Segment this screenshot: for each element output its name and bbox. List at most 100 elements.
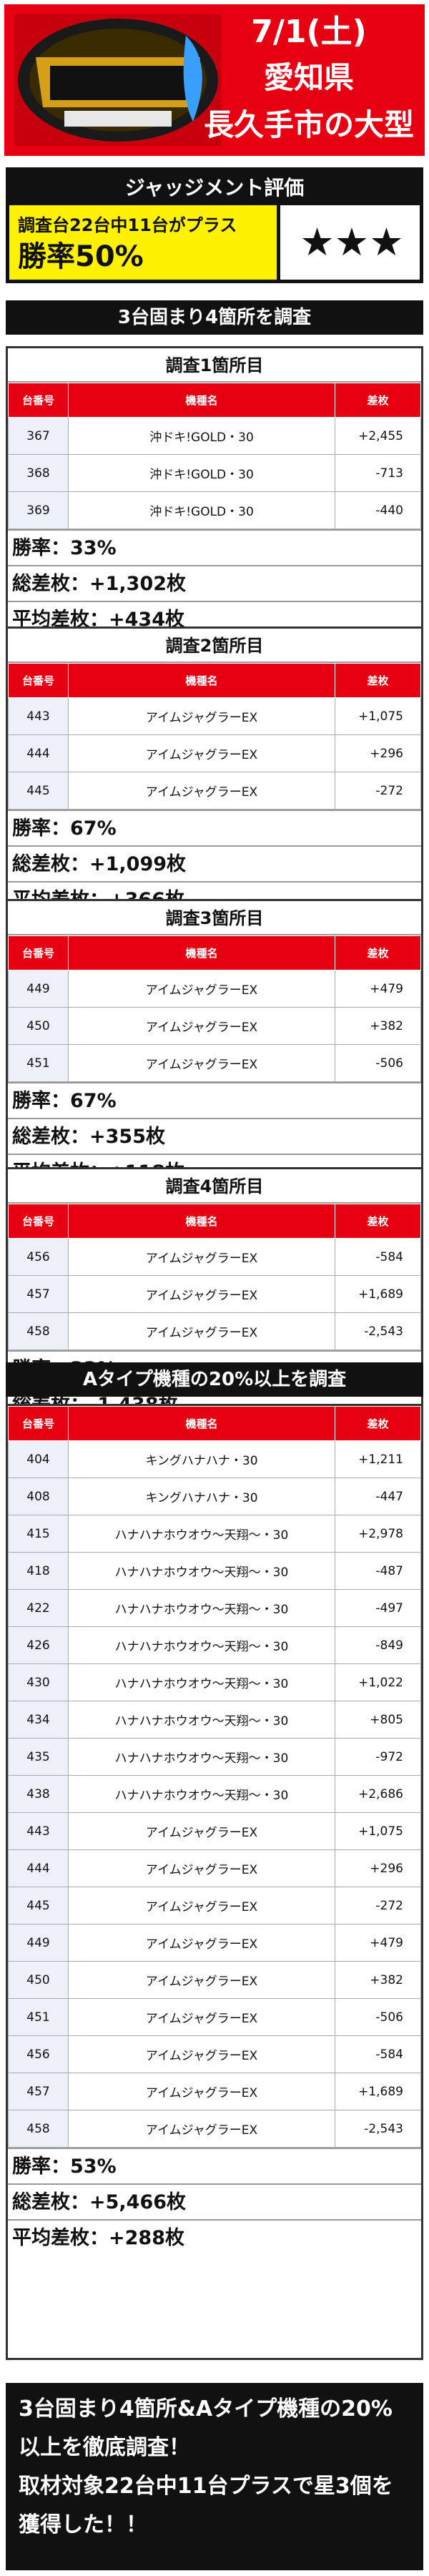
footer-line: 以上を徹底調査！ — [19, 2435, 190, 2460]
table-row: 450 アイムジャグラーEX +382 — [8, 1961, 421, 1999]
table-row: 457 アイムジャグラーEX +1,689 — [8, 1275, 421, 1313]
machine-name-cell: アイムジャグラーEX — [68, 1887, 335, 1924]
machine-name-cell: キングハナハナ・30 — [68, 1440, 335, 1478]
table-row: 426 ハナハナホウオウ～天翔～・30 -849 — [8, 1626, 421, 1664]
diff-cell: -272 — [335, 1887, 421, 1924]
machine-number-cell: 434 — [8, 1701, 69, 1739]
machine-name-cell: キングハナハナ・30 — [68, 1478, 335, 1515]
machine-name-cell: 沖ドキ!GOLD・30 — [68, 491, 335, 529]
footer-summary: 3台固まり4箇所&Aタイプ機種の20% 以上を徹底調査！ 取材対象22台中11台… — [6, 2383, 423, 2570]
table-row: 451 アイムジャグラーEX -506 — [8, 1998, 421, 2036]
section-table: 台番号 機種名 差枚 443 アイムジャグラーEX +1,075 444 アイムジャグラーEX… — [8, 663, 421, 810]
table-row: 415 ハナハナホウオウ～天翔～・30 +2,978 — [8, 1515, 421, 1553]
diff-cell: -849 — [335, 1626, 421, 1664]
diff-cell: -272 — [335, 772, 421, 810]
diff-cell: -440 — [335, 491, 421, 529]
table-row: 367 沖ドキ!GOLD・30 +2,455 — [8, 417, 421, 455]
column-diff: 差枚 — [335, 663, 421, 698]
diff-cell: +479 — [335, 1924, 421, 1962]
footer-line: 獲得した！！ — [19, 2512, 147, 2537]
machine-number-cell: 456 — [8, 2035, 69, 2073]
column-machine: 機種名 — [68, 663, 335, 698]
table-row: 458 アイムジャグラーEX -2,543 — [8, 2110, 421, 2148]
machine-name-cell: アイムジャグラーEX — [68, 1924, 335, 1962]
table-row: 422 ハナハナホウオウ～天翔～・30 -497 — [8, 1589, 421, 1627]
diff-cell: -447 — [335, 1478, 421, 1515]
machine-number-cell: 450 — [8, 1007, 69, 1045]
machine-name-cell: アイムジャグラーEX — [68, 1275, 335, 1313]
column-diff: 差枚 — [335, 1406, 421, 1441]
table-row: 451 アイムジャグラーEX -506 — [8, 1044, 421, 1082]
section-total: 総差枚：+355枚 — [8, 1118, 421, 1154]
survey-section: 調査2箇所目 台番号 機種名 差枚 443 アイムジャグラーEX +1,075 444 アイムジ… — [6, 626, 423, 919]
section-table: 台番号 機種名 差枚 367 沖ドキ!GOLD・30 +2,455 368 沖ドキ!GOLD・… — [8, 383, 421, 529]
diff-cell: -506 — [335, 1998, 421, 2036]
evaluation-summary-panel: 調査台22台中11台がプラス 勝率50% — [9, 205, 280, 280]
survey-section: 調査1箇所目 台番号 機種名 差枚 367 沖ドキ!GOLD・30 +2,455 368 沖ドキ… — [6, 346, 423, 639]
column-machine: 機種名 — [68, 935, 335, 970]
atype-section: 台番号 機種名 差枚 404 キングハナハナ・30 +1,211 408 キングハナハナ… — [6, 1404, 423, 2360]
machine-name-cell: ハナハナホウオウ～天翔～・30 — [68, 1626, 335, 1664]
diff-cell: +1,689 — [335, 2073, 421, 2110]
machine-number-cell: 418 — [8, 1552, 69, 1590]
atype-total: 総差枚：+5,466枚 — [8, 2183, 421, 2219]
machine-number-cell: 457 — [8, 1275, 69, 1313]
header-banner: 7/1(土) 愛知県 長久手市の大型店 — [4, 4, 425, 156]
table-row: 456 アイムジャグラーEX -584 — [8, 1238, 421, 1276]
footer-line: 3台固まり4箇所&Aタイプ機種の20% — [19, 2396, 393, 2422]
machine-name-cell: アイムジャグラーEX — [68, 1849, 335, 1887]
machine-number-cell: 450 — [8, 1961, 69, 1999]
machine-name-cell: アイムジャグラーEX — [68, 2073, 335, 2110]
column-number: 台番号 — [8, 1204, 69, 1239]
machine-number-cell: 369 — [8, 491, 69, 529]
machine-name-cell: アイムジャグラーEX — [68, 1007, 335, 1045]
diff-cell: +296 — [335, 1849, 421, 1887]
section-total: 総差枚：+1,099枚 — [8, 845, 421, 881]
section-table: 台番号 機種名 差枚 456 アイムジャグラーEX -584 457 アイムジャグラーEX +1… — [8, 1204, 421, 1350]
diff-cell: -2,543 — [335, 2110, 421, 2148]
machine-name-cell: アイムジャグラーEX — [68, 1238, 335, 1276]
machine-number-cell: 444 — [8, 1849, 69, 1887]
diff-cell: -584 — [335, 2035, 421, 2073]
table-row: 368 沖ドキ!GOLD・30 -713 — [8, 454, 421, 492]
diff-cell: +296 — [335, 734, 421, 772]
machine-name-cell: アイムジャグラーEX — [68, 772, 335, 810]
header-date: 7/1(土) — [251, 14, 367, 50]
diff-cell: +1,022 — [335, 1663, 421, 1701]
header-text: 7/1(土) 愛知県 長久手市の大型店 — [202, 10, 416, 156]
machine-number-cell: 458 — [8, 2110, 69, 2148]
machine-number-cell: 445 — [8, 772, 69, 810]
evaluation-summary: 調査台22台中11台がプラス — [18, 215, 237, 235]
machine-name-cell: アイムジャグラーEX — [68, 1044, 335, 1082]
machine-name-cell: ハナハナホウオウ～天翔～・30 — [68, 1552, 335, 1590]
column-machine: 機種名 — [68, 383, 335, 418]
machine-name-cell: アイムジャグラーEX — [68, 1812, 335, 1850]
table-row: 445 アイムジャグラーEX -272 — [8, 1887, 421, 1924]
table-row: 404 キングハナハナ・30 +1,211 — [8, 1440, 421, 1478]
table-row: 444 アイムジャグラーEX +296 — [8, 1849, 421, 1887]
table-header-row: 台番号 機種名 差枚 — [8, 1204, 421, 1239]
diff-cell: -584 — [335, 1238, 421, 1276]
diff-cell: +1,211 — [335, 1440, 421, 1478]
column-number: 台番号 — [8, 663, 69, 698]
atype-table: 台番号 機種名 差枚 404 キングハナハナ・30 +1,211 408 キングハナハナ… — [8, 1406, 421, 2148]
machine-name-cell: アイムジャグラーEX — [68, 734, 335, 772]
diff-cell: +1,075 — [335, 697, 421, 735]
header-prefecture: 愛知県 — [263, 60, 354, 95]
table-row: 449 アイムジャグラーEX +479 — [8, 970, 421, 1008]
section-title: 調査3箇所目 — [8, 901, 421, 935]
table-row: 430 ハナハナホウオウ～天翔～・30 +1,022 — [8, 1663, 421, 1701]
machine-name-cell: アイムジャグラーEX — [68, 1961, 335, 1999]
judgment-logo — [14, 14, 222, 146]
atype-win-rate: 勝率：53% — [8, 2148, 421, 2183]
machine-name-cell: ハナハナホウオウ～天翔～・30 — [68, 1515, 335, 1553]
machine-name-cell: アイムジャグラーEX — [68, 970, 335, 1008]
machine-name-cell: ハナハナホウオウ～天翔～・30 — [68, 1738, 335, 1776]
column-number: 台番号 — [8, 383, 69, 418]
machine-name-cell: アイムジャグラーEX — [68, 1312, 335, 1350]
diff-cell: -713 — [335, 454, 421, 492]
machine-number-cell: 449 — [8, 970, 69, 1008]
diff-cell: -497 — [335, 1589, 421, 1627]
diff-cell: +2,686 — [335, 1775, 421, 1813]
table-row: 457 アイムジャグラーEX +1,689 — [8, 2073, 421, 2110]
